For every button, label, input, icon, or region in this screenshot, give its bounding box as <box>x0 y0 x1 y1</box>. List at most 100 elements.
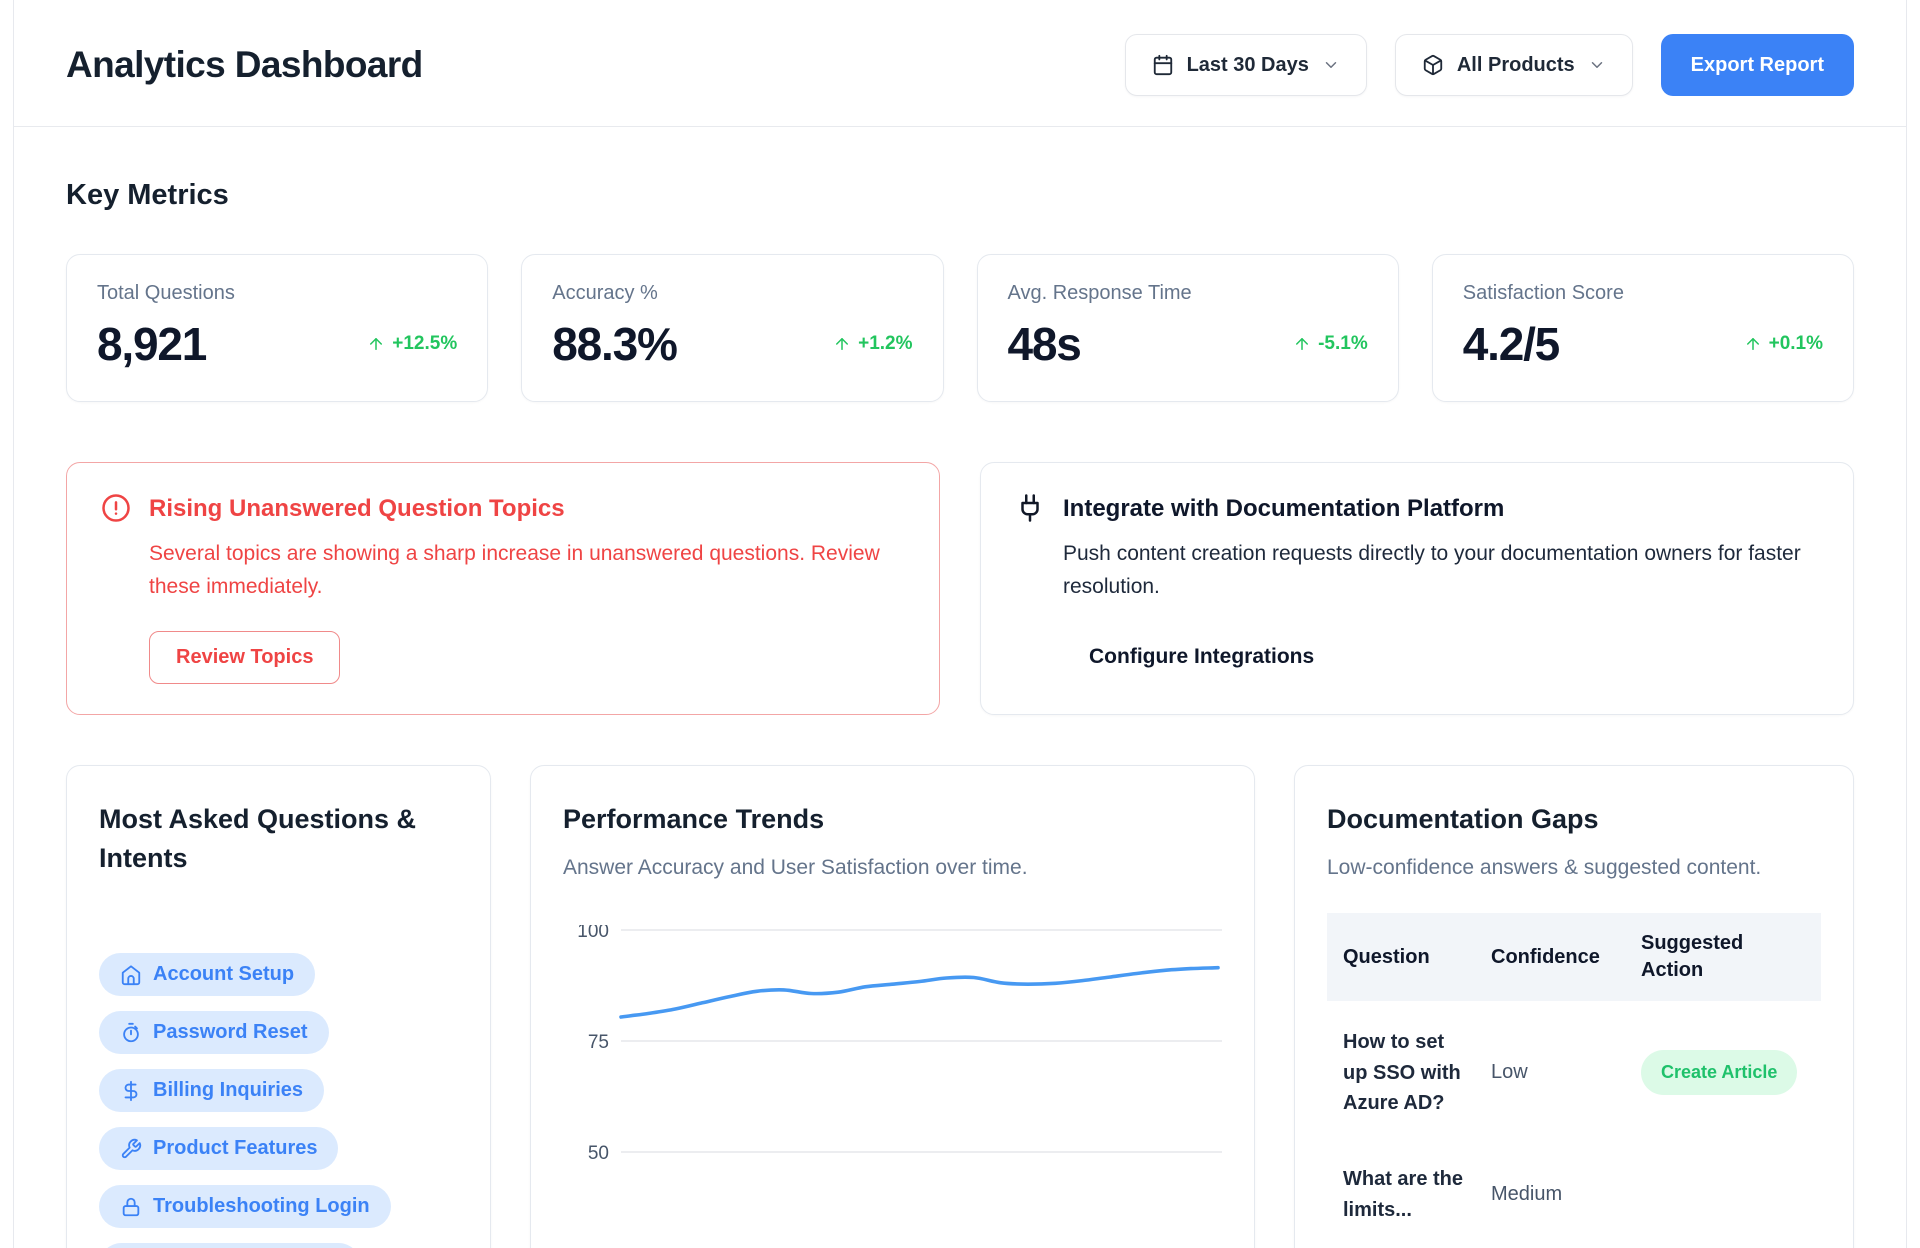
header: Analytics Dashboard Last 30 Days All Pro… <box>14 0 1906 127</box>
metric-card: Accuracy % 88.3% +1.2% <box>521 254 944 402</box>
column-header: Suggested Action <box>1629 913 1821 1002</box>
accuracy-line-series <box>619 966 1220 1019</box>
documentation-gaps-card: Documentation Gaps Low-confidence answer… <box>1294 765 1854 1248</box>
intent-tag-label: Troubleshooting Login <box>153 1195 370 1217</box>
alert-card: Rising Unanswered Question Topics Severa… <box>66 462 940 716</box>
arrow-up-icon <box>1293 335 1311 353</box>
performance-title: Performance Trends <box>563 804 825 835</box>
banner-row: Rising Unanswered Question Topics Severa… <box>66 462 1854 716</box>
metric-row: 4.2/5 +0.1% <box>1463 321 1823 367</box>
metric-delta: +12.5% <box>367 333 457 355</box>
metric-label: Accuracy % <box>552 282 658 304</box>
metric-delta-value: +0.1% <box>1768 333 1823 354</box>
alert-circle-icon <box>101 493 131 523</box>
date-range-dropdown[interactable]: Last 30 Days <box>1124 34 1367 96</box>
main-content: Key Metrics Total Questions 8,921 +12.5%… <box>14 179 1906 1248</box>
alert-content: Rising Unanswered Question Topics Severa… <box>149 493 905 685</box>
column-header: Question <box>1327 913 1479 1002</box>
intent-tag-label: Product Features <box>153 1137 318 1159</box>
doc-gaps-subtitle: Low-confidence answers & suggested conte… <box>1327 855 1762 879</box>
arrow-up-icon <box>1744 335 1762 353</box>
intent-tags-list: Account Setup Password Reset Billing Inqui… <box>99 953 458 1248</box>
metric-delta: +0.1% <box>1744 333 1823 355</box>
metric-delta-value: -5.1% <box>1318 333 1368 354</box>
create-article-button[interactable]: Create Article <box>1641 1050 1798 1096</box>
table-row: How to set up SSO with Azure AD? Low Cre… <box>1327 1001 1821 1138</box>
doc-gaps-table: Question Confidence Suggested Action How t… <box>1327 913 1821 1245</box>
plug-icon <box>1015 493 1045 523</box>
wrench-icon <box>120 1138 142 1160</box>
metric-value: 8,921 <box>97 318 207 370</box>
arrow-up-icon <box>833 335 851 353</box>
line-chart-svg: 100755025 <box>577 921 1222 1164</box>
product-filter-label: All Products <box>1456 53 1575 76</box>
key-metrics-heading: Key Metrics <box>66 179 229 211</box>
doc-gaps-title: Documentation Gaps <box>1327 804 1599 835</box>
intent-tag-partial[interactable] <box>99 1243 361 1248</box>
action-cell <box>1629 1138 1821 1245</box>
metric-card: Total Questions 8,921 +12.5% <box>66 254 489 402</box>
review-topics-button[interactable]: Review Topics <box>149 631 341 685</box>
metric-row: 48s -5.1% <box>1008 321 1368 367</box>
alert-title: Rising Unanswered Question Topics <box>149 495 565 522</box>
metric-label: Satisfaction Score <box>1462 282 1624 304</box>
export-report-button[interactable]: Export Report <box>1660 34 1854 96</box>
performance-subtitle: Answer Accuracy and User Satisfaction ov… <box>563 855 1028 879</box>
home-icon <box>120 964 142 986</box>
arrow-up-icon <box>367 335 385 353</box>
most-asked-card: Most Asked Questions & Intents Account S… <box>66 765 491 1248</box>
metric-delta: -5.1% <box>1293 333 1368 355</box>
integration-title: Integrate with Documentation Platform <box>1063 495 1505 522</box>
alert-body: Several topics are showing a sharp incre… <box>149 542 880 599</box>
intent-tag[interactable]: Account Setup <box>99 953 316 996</box>
metric-row: 8,921 +12.5% <box>97 321 457 367</box>
chevron-down-icon <box>1588 56 1606 74</box>
header-controls: Last 30 Days All Products Export Report <box>1124 34 1854 96</box>
intent-tag-label: Password Reset <box>153 1021 308 1043</box>
integration-content: Integrate with Documentation Platform Pu… <box>1063 493 1819 684</box>
column-header: Confidence <box>1479 913 1629 1002</box>
metric-card: Satisfaction Score 4.2/5 +0.1% <box>1431 254 1854 402</box>
chevron-down-icon <box>1322 56 1340 74</box>
metric-delta-value: +1.2% <box>858 333 913 354</box>
intent-tag[interactable]: Product Features <box>99 1127 339 1170</box>
question-cell: What are the limits... <box>1343 1168 1464 1221</box>
intent-tag-label: Billing Inquiries <box>153 1079 304 1101</box>
metric-delta-value: +12.5% <box>392 333 458 354</box>
integration-card: Integrate with Documentation Platform Pu… <box>980 462 1854 716</box>
metric-row: 88.3% +1.2% <box>552 321 912 367</box>
most-asked-title: Most Asked Questions & Intents <box>99 804 417 873</box>
date-range-label: Last 30 Days <box>1186 53 1309 76</box>
table-row: What are the limits... Medium <box>1327 1138 1821 1245</box>
performance-trends-card: Performance Trends Answer Accuracy and U… <box>530 765 1255 1248</box>
metric-label: Total Questions <box>97 282 235 304</box>
product-filter-dropdown[interactable]: All Products <box>1394 34 1633 96</box>
page-title: Analytics Dashboard <box>66 44 423 85</box>
bottom-row: Most Asked Questions & Intents Account S… <box>66 765 1854 1248</box>
question-cell: How to set up SSO with Azure AD? <box>1343 1031 1461 1114</box>
calendar-icon <box>1152 54 1174 76</box>
metric-label: Avg. Response Time <box>1007 282 1192 304</box>
metrics-grid: Total Questions 8,921 +12.5% Accuracy % … <box>66 254 1854 402</box>
metric-card: Avg. Response Time 48s -5.1% <box>976 254 1399 402</box>
performance-line-chart: 100755025 <box>563 921 1222 1248</box>
svg-text:75: 75 <box>588 1032 609 1053</box>
dollar-icon <box>120 1080 142 1102</box>
metric-value: 88.3% <box>552 318 678 370</box>
integration-body: Push content creation requests directly … <box>1063 542 1801 599</box>
confidence-cell: Low <box>1491 1061 1528 1084</box>
intent-tag[interactable]: Troubleshooting Login <box>99 1185 391 1228</box>
configure-integrations-link[interactable]: Configure Integrations <box>1089 645 1315 669</box>
intent-tag[interactable]: Billing Inquiries <box>99 1069 325 1112</box>
package-icon <box>1422 54 1444 76</box>
svg-text:50: 50 <box>588 1143 609 1164</box>
svg-text:100: 100 <box>577 925 609 942</box>
confidence-cell: Medium <box>1491 1183 1563 1206</box>
metric-value: 4.2/5 <box>1462 318 1561 370</box>
metric-delta: +1.2% <box>833 333 913 355</box>
metric-value: 48s <box>1007 318 1082 370</box>
intent-tag[interactable]: Password Reset <box>99 1011 329 1054</box>
dashboard-page: Analytics Dashboard Last 30 Days All Pro… <box>13 0 1907 1248</box>
intent-tag-label: Account Setup <box>153 963 295 985</box>
lock-icon <box>120 1196 142 1218</box>
